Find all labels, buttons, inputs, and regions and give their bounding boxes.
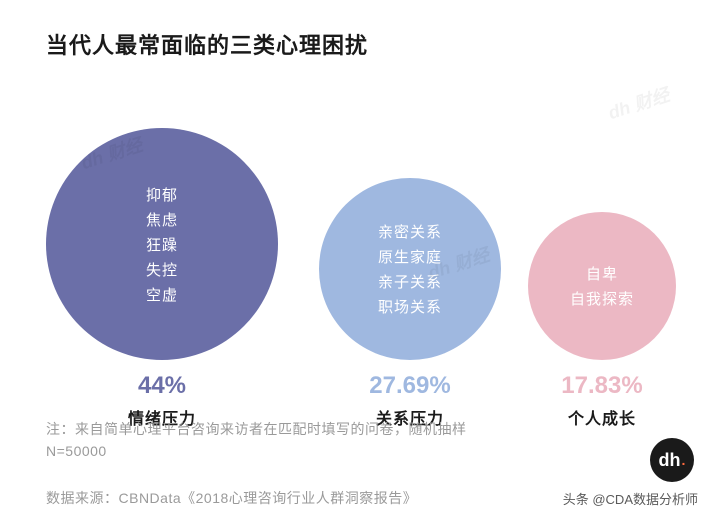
bubble-items: 亲密关系原生家庭亲子关系职场关系 xyxy=(378,221,442,317)
bubble-item: 失控 xyxy=(146,259,178,280)
percent-value: 17.83% xyxy=(502,372,702,401)
footnote-line1: 注：来自简单心理平台咨询来访者在匹配时填写的问卷，随机抽样 xyxy=(46,418,467,440)
bubble-item: 自我探索 xyxy=(570,288,634,309)
attribution-label: 头条 @CDA数据分析师 xyxy=(559,487,702,510)
footnote: 注：来自简单心理平台咨询来访者在匹配时填写的问卷，随机抽样 N=50000 xyxy=(46,418,467,463)
page-title: 当代人最常面临的三类心理困扰 xyxy=(46,28,368,60)
bubble-item: 职场关系 xyxy=(378,296,442,317)
percent-value: 27.69% xyxy=(310,372,510,401)
bubble-chart: 抑郁焦虑狂躁失控空虚44%情绪压力亲密关系原生家庭亲子关系职场关系27.69%关… xyxy=(0,60,720,400)
percent-value: 44% xyxy=(62,372,262,401)
bubble-items: 抑郁焦虑狂躁失控空虚 xyxy=(146,184,178,305)
footnote-line2: N=50000 xyxy=(46,440,467,462)
category-label: 个人成长 xyxy=(502,405,702,429)
bubble-item: 空虚 xyxy=(146,284,178,305)
bubble-item: 原生家庭 xyxy=(378,246,442,267)
bubble-item: 亲子关系 xyxy=(378,271,442,292)
dh-logo-icon: dh. xyxy=(650,438,694,482)
bubble-relationship: 亲密关系原生家庭亲子关系职场关系 xyxy=(319,178,501,360)
bubble-growth: 自卑自我探索 xyxy=(528,212,676,360)
logo-text: dh xyxy=(659,450,681,471)
bubble-item: 亲密关系 xyxy=(378,221,442,242)
bubble-label-growth: 17.83% 个人成长 xyxy=(502,372,702,429)
data-source: 数据来源：CBNData《2018心理咨询行业人群洞察报告》 xyxy=(46,488,417,508)
bubble-item: 狂躁 xyxy=(146,234,178,255)
bubble-emotional: 抑郁焦虑狂躁失控空虚 xyxy=(46,128,278,360)
bubble-item: 自卑 xyxy=(586,263,618,284)
bubble-item: 抑郁 xyxy=(146,184,178,205)
bubble-items: 自卑自我探索 xyxy=(570,263,634,309)
bubble-item: 焦虑 xyxy=(146,209,178,230)
